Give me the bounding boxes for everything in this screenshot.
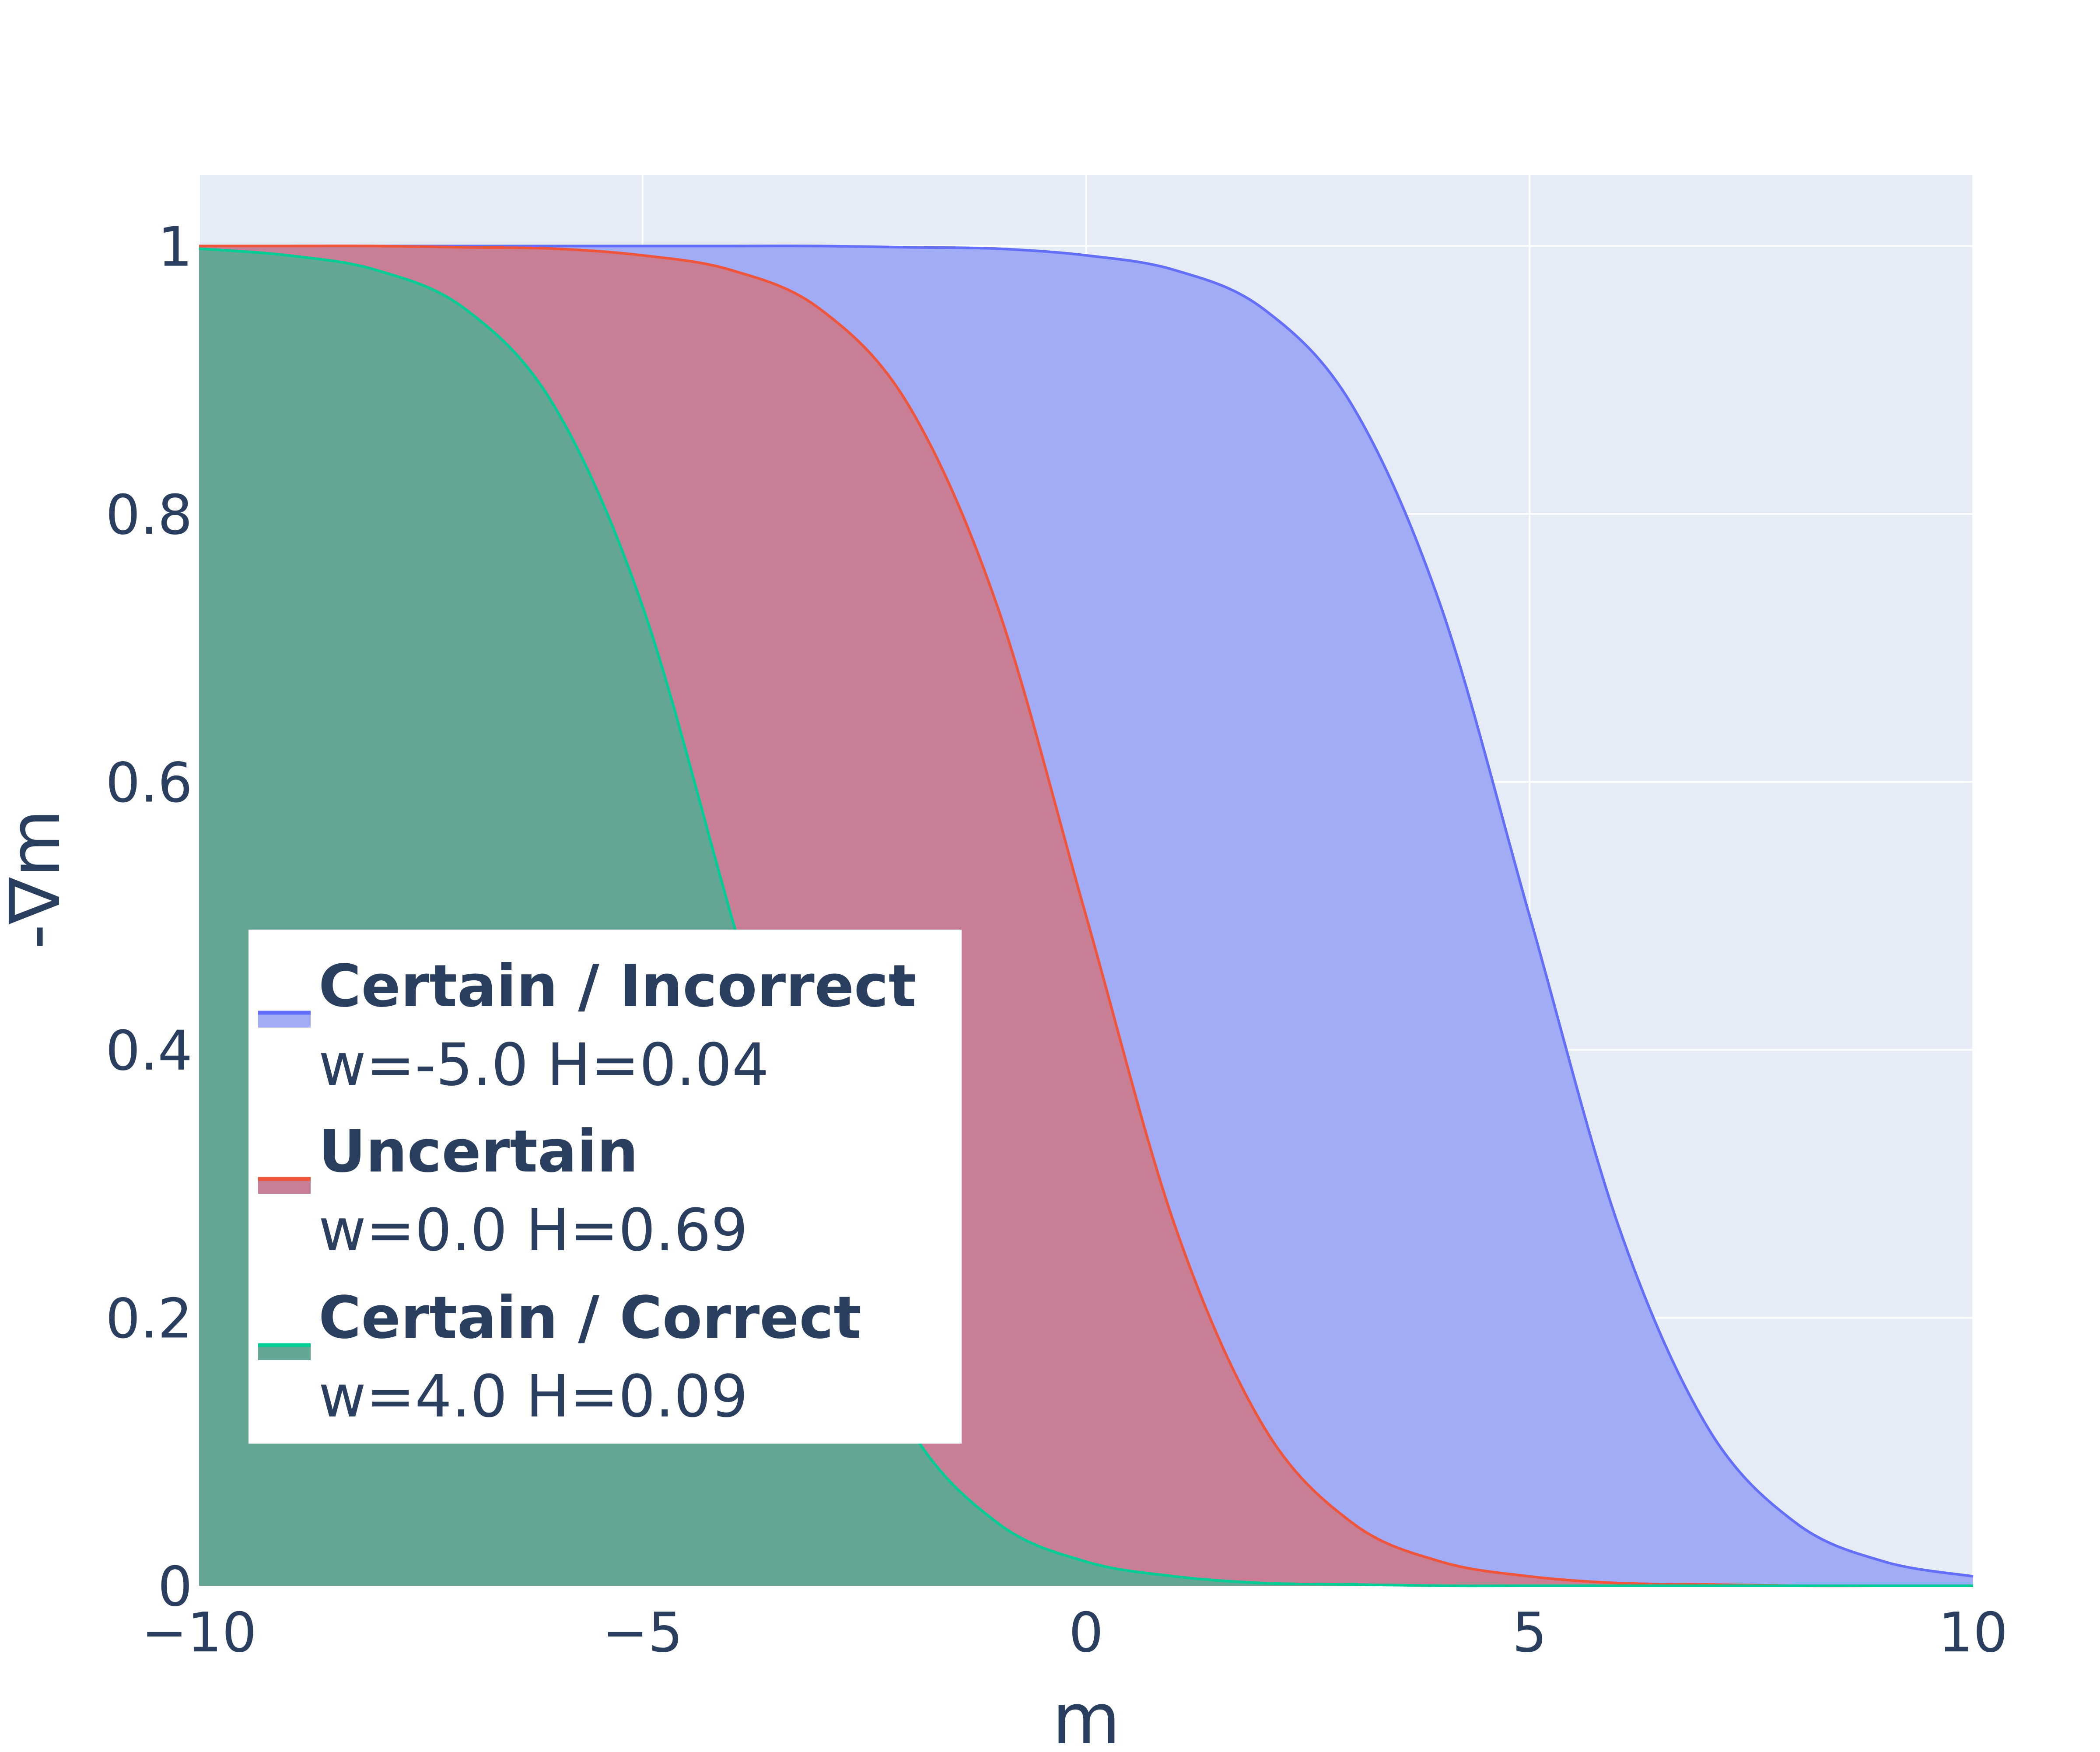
legend-swatch-certain-incorrect [258,1013,311,1028]
legend-item-uncertain: Uncertain w=0.0 H=0.69 [258,1118,748,1264]
y-tick-label: 0.8 [105,483,192,547]
x-axis-title: m [1052,1678,1120,1750]
legend: Certain / Incorrect w=-5.0 H=0.04 Uncert… [248,930,962,1444]
legend-label-uncertain: Uncertain [318,1118,638,1185]
y-tick-label: 1 [158,215,192,279]
x-tick-label: 0 [1069,1601,1104,1665]
series-line-certain-correct [199,247,1973,1588]
series-line-uncertain [199,245,1973,1588]
y-axis-title: -∇m [0,809,76,950]
x-tick-label: −5 [602,1601,683,1665]
legend-item-certain-incorrect: Certain / Incorrect w=-5.0 H=0.04 [258,953,916,1099]
legend-label-certain-correct: Certain / Correct [318,1284,861,1352]
legend-sublabel-uncertain: w=0.0 H=0.69 [318,1197,748,1264]
x-tick-label: −10 [141,1601,257,1665]
legend-swatch-certain-correct [258,1345,311,1360]
x-tick-label: 10 [1938,1601,2008,1665]
y-tick-label: 0 [158,1555,192,1619]
y-tick-label: 0.6 [105,751,192,815]
tick-labels: −10 −5 0 5 10 0 0.2 0.4 0.6 0.8 1 [105,215,2008,1665]
x-tick-label: 5 [1512,1601,1547,1665]
legend-box [248,930,962,1444]
legend-sublabel-certain-incorrect: w=-5.0 H=0.04 [318,1032,769,1099]
legend-label-certain-incorrect: Certain / Incorrect [318,953,916,1020]
series-line-certain-incorrect [199,245,1974,1578]
legend-item-certain-correct: Certain / Correct w=4.0 H=0.09 [258,1284,861,1430]
y-tick-label: 0.4 [105,1019,192,1083]
legend-swatch-uncertain [258,1179,311,1194]
y-tick-label: 0.2 [105,1287,192,1350]
legend-sublabel-certain-correct: w=4.0 H=0.09 [318,1363,748,1430]
